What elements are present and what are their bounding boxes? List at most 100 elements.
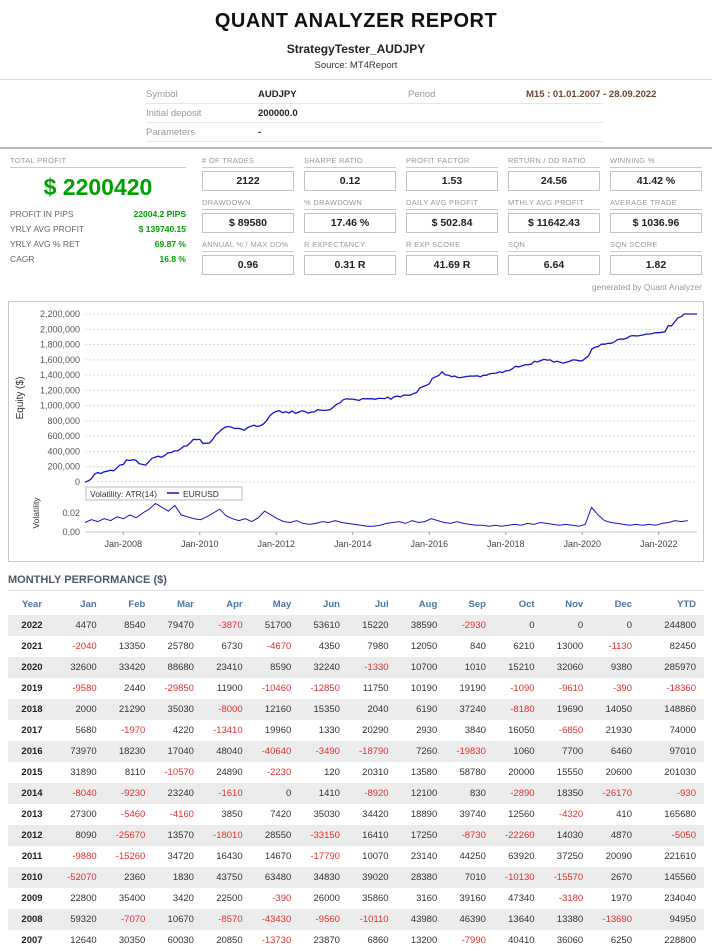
- month-value-cell: 4870: [610, 830, 632, 841]
- stat-value: $ 502.84: [406, 213, 498, 233]
- month-value-cell: 0: [577, 620, 584, 631]
- month-value-cell: 8090: [75, 830, 97, 841]
- month-value-cell: 17250: [410, 830, 438, 841]
- stat-value: 0.96: [202, 255, 294, 275]
- year-row-2014: 2014 -8040 -9230 23240 -1610 0 1410 -8920 12100 8…: [8, 783, 704, 804]
- month-value-cell: 19690: [556, 704, 584, 715]
- stat-value: 6.64: [508, 255, 600, 275]
- month-value-cell: 2670: [610, 872, 632, 883]
- year-row-2007: 2007 12640 30350 60030 20850 -13730 23870 6860 1…: [8, 930, 704, 951]
- month-value-cell: 35030: [167, 704, 194, 715]
- column-header-aug: Aug: [418, 599, 438, 610]
- stat-return-dd-ratio: RETURN / DD RATIO 24.56: [508, 156, 600, 191]
- stat-label: CAGR: [10, 254, 35, 264]
- year-cell: 2009: [21, 893, 43, 904]
- volatility-ytick-label: 0.00: [62, 527, 80, 537]
- stat-label: ANNUAL % / MAX DD%: [202, 240, 294, 252]
- month-value-cell: 3420: [172, 893, 194, 904]
- month-value-cell: 1060: [513, 746, 535, 757]
- equity-ytick-label: 1,200,000: [40, 385, 80, 395]
- x-tick-label: Jan-2022: [640, 539, 678, 549]
- month-value-cell: 145560: [664, 872, 696, 883]
- monthly-table-head: Year Jan Feb Mar Apr May Jun Jul Aug Sep Oct Nov Dec…: [8, 594, 704, 615]
- year-row-2010: 2010 -52070 2360 1830 43750 63480 34830 39020 28…: [8, 867, 704, 888]
- month-value-cell: 39160: [459, 893, 486, 904]
- month-value-cell: -15260: [115, 851, 146, 862]
- stat-value: 17.46 %: [304, 213, 396, 233]
- month-value-cell: -8180: [510, 704, 535, 715]
- month-value-cell: 37240: [459, 704, 486, 715]
- stat-drawdown: % DRAWDOWN 17.46 %: [304, 198, 396, 233]
- month-value-cell: 840: [470, 641, 486, 652]
- left-stats: PROFIT IN PIPS 22004.2 PIPS YRLY AVG PROFI…: [10, 209, 186, 264]
- x-tick-label: Jan-2008: [104, 539, 142, 549]
- stat-daily-avg-profit: DAILY AVG PROFIT $ 502.84: [406, 198, 498, 233]
- month-value-cell: -9560: [315, 914, 340, 925]
- month-value-cell: 24890: [216, 767, 243, 778]
- month-value-cell: -9230: [121, 788, 146, 799]
- month-value-cell: 27300: [70, 809, 97, 820]
- stat-value: $ 11642.43: [508, 213, 600, 233]
- month-value-cell: 63920: [508, 851, 535, 862]
- month-value-cell: 97010: [669, 746, 696, 757]
- month-value-cell: -29850: [164, 683, 194, 694]
- monthly-performance-table: Year Jan Feb Mar Apr May Jun Jul Aug Sep Oct Nov Dec…: [8, 594, 704, 951]
- month-value-cell: 31890: [70, 767, 97, 778]
- stat-value: 2122: [202, 171, 294, 191]
- legend-label: Volatility: ATR(14): [90, 489, 157, 499]
- month-value-cell: -40640: [261, 746, 292, 757]
- month-value-cell: 4350: [318, 641, 340, 652]
- summary-stat-yrly-avg-ret: YRLY AVG % RET 69.87 %: [10, 239, 186, 249]
- total-profit-panel: TOTAL PROFIT $ 2200420 PROFIT IN PIPS 220…: [10, 156, 186, 292]
- month-value-cell: 3840: [464, 725, 486, 736]
- info-row-symbol: Symbol AUDJPY Period M15 : 01.01.2007 - …: [146, 85, 656, 104]
- month-value-cell: 43750: [216, 872, 243, 883]
- month-value-cell: -13690: [602, 914, 632, 925]
- volatility-axis-title: Volatility: [31, 497, 41, 529]
- month-value-cell: 22500: [216, 893, 243, 904]
- total-profit-value: $ 2200420: [43, 174, 153, 200]
- volatility-ytick-label: 0.02: [62, 508, 80, 518]
- month-value-cell: -2890: [510, 788, 535, 799]
- year-row-2020: 2020 32600 33420 88680 23410 8590 32240 -1330 10…: [8, 657, 704, 678]
- month-value-cell: 25780: [167, 641, 194, 652]
- report-source: Source: MT4Report: [314, 60, 398, 71]
- month-value-cell: 7010: [464, 872, 486, 883]
- equity-axis-title: Equity ($): [15, 377, 26, 420]
- parameters-value: -: [258, 127, 262, 138]
- month-value-cell: 12100: [410, 788, 438, 799]
- month-value-cell: 39020: [362, 872, 389, 883]
- stat-value: $ 139740.15: [138, 224, 186, 234]
- month-value-cell: -22260: [504, 830, 535, 841]
- info-block: Symbol AUDJPY Period M15 : 01.01.2007 - …: [146, 85, 656, 142]
- info-row-parameters: Parameters -: [146, 123, 604, 142]
- month-value-cell: -3490: [315, 746, 340, 757]
- stat-label: AVERAGE TRADE: [610, 198, 702, 210]
- chart-svg: 0 200,000 400,000 600,000 800,000 1,000,000 1,…: [15, 309, 697, 549]
- month-value-cell: 0: [529, 620, 535, 631]
- month-value-cell: 47340: [508, 893, 535, 904]
- stat-value: 16.8 %: [159, 254, 186, 264]
- month-value-cell: 228800: [664, 935, 696, 946]
- month-value-cell: 7700: [562, 746, 584, 757]
- month-value-cell: 40410: [508, 935, 535, 946]
- month-value-cell: 6190: [416, 704, 438, 715]
- column-header-sep: Sep: [468, 599, 486, 610]
- month-value-cell: 6860: [367, 935, 389, 946]
- month-value-cell: 60030: [167, 935, 194, 946]
- month-value-cell: -1330: [364, 662, 389, 673]
- month-value-cell: 120: [324, 767, 340, 778]
- stat-value: 0.12: [304, 171, 396, 191]
- month-value-cell: 234040: [664, 893, 696, 904]
- month-value-cell: 15210: [508, 662, 535, 673]
- stats-grid-row: ANNUAL % / MAX DD% 0.96 R EXPECTANCY 0.31 R…: [202, 240, 702, 275]
- stat-label: YRLY AVG PROFIT: [10, 224, 85, 234]
- section-divider: [0, 147, 712, 149]
- stat-sharpe-ratio: SHARPE RATIO 0.12: [304, 156, 396, 191]
- month-value-cell: 4220: [172, 725, 194, 736]
- month-value-cell: 32600: [70, 662, 97, 673]
- month-value-cell: -9610: [558, 683, 584, 694]
- month-value-cell: -52070: [67, 872, 97, 883]
- month-value-cell: -10110: [359, 914, 389, 925]
- month-value-cell: 12560: [508, 809, 535, 820]
